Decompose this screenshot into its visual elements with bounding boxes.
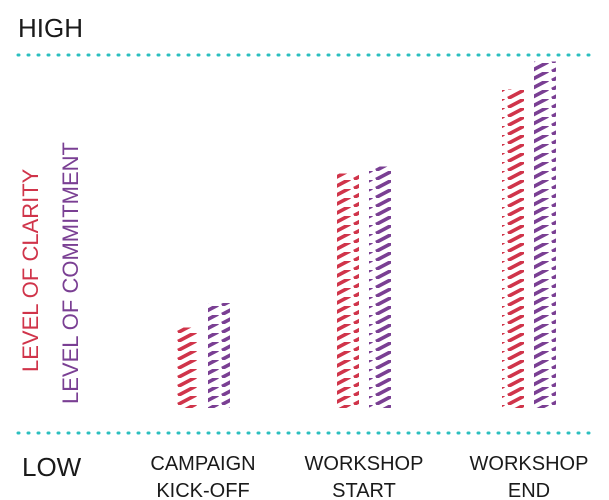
bar-clarity-2 (337, 173, 359, 408)
bar-commitment-3 (534, 61, 556, 408)
x-tick-label-2-line2: START (332, 480, 396, 500)
y-axis-high-label: HIGH (18, 13, 83, 43)
x-axis-labels: CAMPAIGN KICK-OFF WORKSHOP START WORKSHOP END (150, 453, 588, 500)
bar-commitment-1 (208, 303, 230, 408)
x-tick-label-3-line2: END (508, 480, 550, 500)
y-axis-low-label: LOW (22, 452, 82, 482)
bars-group (176, 61, 556, 408)
bar-clarity-1 (176, 327, 198, 408)
legend-entry-clarity: LEVEL OF CLARITY (18, 168, 43, 372)
bar-clarity-3 (502, 89, 524, 408)
x-tick-label-3-line1: WORKSHOP (470, 453, 589, 475)
x-tick-label-1-line2: KICK-OFF (156, 480, 249, 500)
bar-commitment-2 (369, 166, 391, 408)
x-tick-label-2-line1: WORKSHOP (305, 453, 424, 475)
x-tick-label-1-line1: CAMPAIGN (150, 453, 255, 475)
legend-entry-commitment: LEVEL OF COMMITMENT (58, 142, 83, 404)
